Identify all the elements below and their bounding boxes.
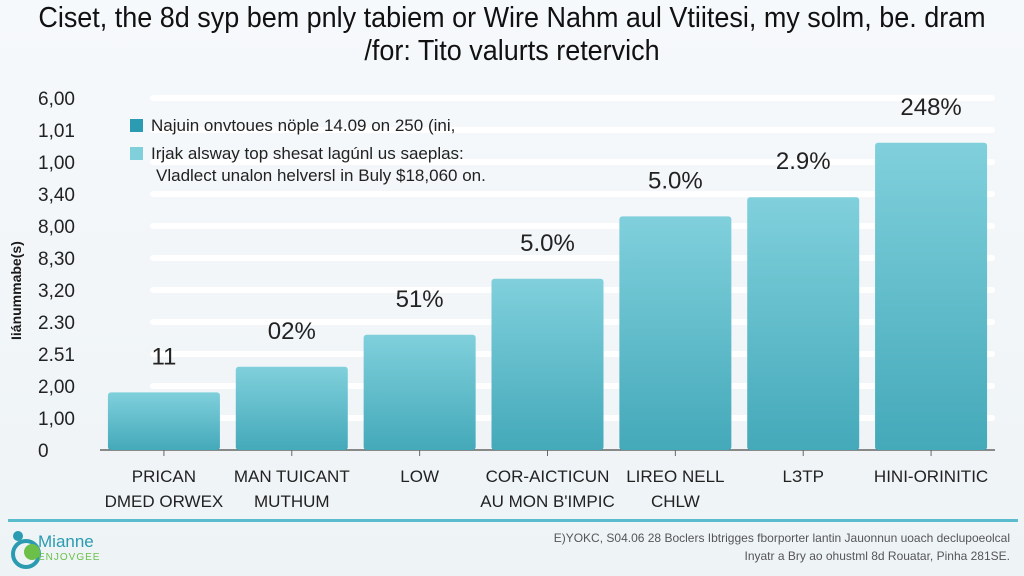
y-tick-label: 6,00: [38, 89, 75, 110]
y-tick-label: 3,20: [38, 281, 75, 302]
data-label: 11: [151, 343, 176, 370]
logo-subtext: ENJOVGEE: [38, 552, 101, 563]
bar: [875, 142, 988, 451]
gridline: [150, 95, 995, 101]
data-label: 2.9%: [776, 148, 831, 175]
x-tick-label: COR-AICTICUN: [486, 467, 610, 486]
chart-title: Ciset, the 8d syp bem pnly tabiem or Wir…: [38, 2, 986, 67]
bar-chart: 0 1,00 2,00 2.51 2.30 3,20 8,30 8,00 3,40 1,00 1,0…: [38, 89, 995, 511]
x-tick-label: LЗTP: [782, 467, 823, 486]
legend-item-2: Irjak alsway top shesat lagúnl us saepla…: [130, 144, 486, 186]
gridline: [150, 159, 995, 165]
data-label: 5.0%: [648, 167, 703, 194]
y-tick-label: 0: [38, 441, 49, 462]
x-tick-label: LIREO NELL: [626, 467, 724, 486]
footer-divider: [8, 519, 1018, 522]
y-tick-label: 1,00: [38, 153, 75, 174]
source-line-2: Inyatr a Bry ao ohustml 8d Rouatar, Pinh…: [744, 549, 1011, 563]
bar: [363, 334, 476, 450]
legend-sub-label: Vladlect unalon helversl in Buly $18,060…: [156, 166, 486, 185]
logo: Mianne ENJOVGEE: [8, 528, 128, 572]
legend-label: Najuin onvtoues nöple 14.09 on 250 (ini,: [151, 116, 456, 135]
x-tick-label: MAN TUICANT: [234, 467, 350, 486]
legend-label: Irjak alsway top shesat lagúnl us saepla…: [151, 144, 464, 163]
data-label: 248%: [900, 94, 961, 121]
y-tick-label: 1,01: [38, 121, 75, 142]
gridline: [150, 223, 995, 229]
x-tick-label: LOW: [400, 467, 439, 486]
data-label: 02%: [268, 318, 316, 345]
y-tick-label: 2.30: [38, 313, 75, 334]
legend-item-1: Najuin onvtoues nöple 14.09 on 250 (ini,: [130, 116, 455, 136]
x-tick-label: MUTHUM: [254, 492, 330, 511]
y-tick-label: 3,40: [38, 185, 75, 206]
y-tick-label: 8,30: [38, 249, 75, 270]
bar: [107, 392, 220, 450]
bar: [235, 366, 348, 450]
x-tick-label: DMED ORWEX: [105, 492, 224, 511]
gridline: [150, 191, 995, 197]
logo-icon: [11, 531, 41, 569]
data-label: 5.0%: [520, 230, 575, 257]
legend-swatch: [130, 147, 143, 160]
source-line-1: E)YOKC, S04.06 28 Boclers Ibtrigges fbor…: [553, 531, 1010, 545]
bar: [491, 278, 604, 450]
source-note: E)YOKC, S04.06 28 Boclers Ibtrigges fbor…: [554, 529, 1010, 565]
x-tick-label: CHLW: [651, 492, 700, 511]
gridline: [150, 127, 995, 133]
y-tick-label: 2.51: [38, 345, 75, 366]
y-tick-label: 2,00: [38, 377, 75, 398]
y-tick-label: 1,00: [38, 409, 75, 430]
y-tick-label: 8,00: [38, 217, 75, 238]
bar: [619, 216, 732, 450]
x-tick-label: HINI-ORINITIC: [874, 467, 988, 486]
bar: [747, 197, 860, 450]
legend-swatch: [130, 119, 143, 132]
data-label: 51%: [396, 286, 444, 313]
logo-text: Mianne: [38, 532, 94, 551]
x-tick-label: AU MON B'IMPIC: [480, 492, 615, 511]
x-tick-label: PRICAN: [132, 467, 196, 486]
